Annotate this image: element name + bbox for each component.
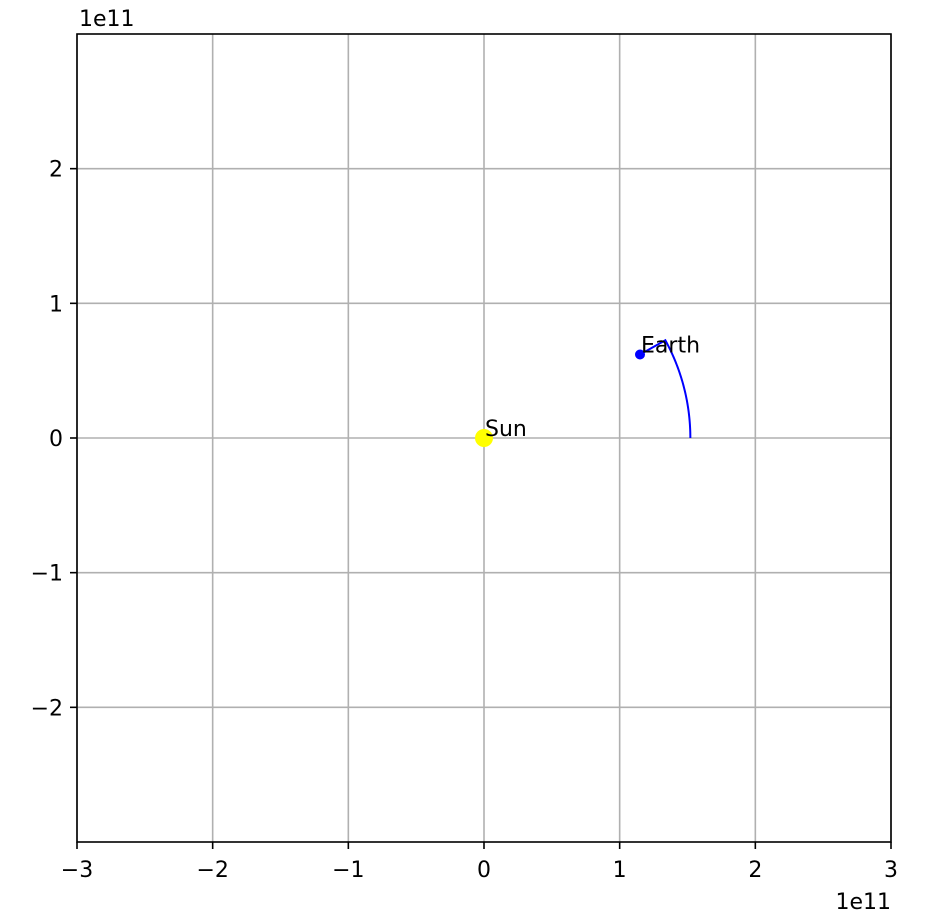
earth-orbit-line <box>639 338 692 439</box>
x-tick-label: −1 <box>332 858 364 883</box>
x-tick-label: −3 <box>61 858 93 883</box>
sun-label: Sun <box>485 417 527 442</box>
x-tick-label: 1 <box>613 858 627 883</box>
y-tick-label: −2 <box>31 696 63 721</box>
x-axis-offset-label: 1e11 <box>835 890 891 915</box>
y-tick-label: −1 <box>31 562 63 587</box>
x-tick-label: −2 <box>196 858 228 883</box>
axis-ticks: −3 −2 −1 0 1 2 3 −2 −1 0 1 2 <box>31 158 898 883</box>
plot-area: Earth Sun <box>475 334 700 447</box>
y-tick-label: 0 <box>49 427 63 452</box>
sun-marker <box>475 429 493 447</box>
y-tick-label: 1 <box>49 292 63 317</box>
y-tick-label: 2 <box>49 158 63 183</box>
earth-marker <box>635 349 646 360</box>
x-tick-label: 2 <box>748 858 762 883</box>
x-tick-label: 0 <box>477 858 491 883</box>
y-axis-offset-label: 1e11 <box>79 7 135 32</box>
grid <box>76 34 892 842</box>
earth-label: Earth <box>641 334 700 359</box>
x-tick-label: 3 <box>884 858 898 883</box>
